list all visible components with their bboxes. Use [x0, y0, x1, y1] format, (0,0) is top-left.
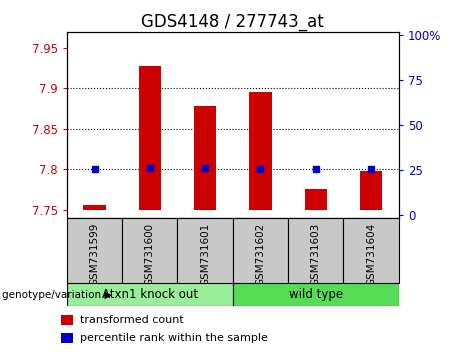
Bar	[305, 189, 327, 210]
Bar	[343, 218, 399, 283]
Bar	[67, 218, 122, 283]
Text: GSM731601: GSM731601	[200, 223, 210, 286]
Bar	[249, 92, 272, 210]
Bar	[233, 283, 399, 306]
Title: GDS4148 / 277743_at: GDS4148 / 277743_at	[142, 13, 324, 30]
Bar	[122, 218, 177, 283]
Text: transformed count: transformed count	[80, 315, 183, 325]
Text: Atxn1 knock out: Atxn1 knock out	[102, 288, 198, 301]
Bar	[233, 218, 288, 283]
Text: GSM731600: GSM731600	[145, 223, 155, 286]
Bar	[139, 66, 161, 210]
Bar	[360, 171, 382, 210]
Bar	[61, 333, 73, 343]
Text: wild type: wild type	[289, 288, 343, 301]
Text: percentile rank within the sample: percentile rank within the sample	[80, 333, 268, 343]
Text: GSM731599: GSM731599	[89, 223, 100, 286]
Text: GSM731604: GSM731604	[366, 223, 376, 286]
Bar	[83, 205, 106, 210]
Bar	[61, 315, 73, 325]
Text: genotype/variation ▶: genotype/variation ▶	[2, 290, 112, 300]
Text: GSM731603: GSM731603	[311, 223, 321, 286]
Bar	[288, 218, 343, 283]
Bar	[194, 106, 216, 210]
Bar	[67, 283, 233, 306]
Text: GSM731602: GSM731602	[255, 223, 266, 286]
Bar	[177, 218, 233, 283]
